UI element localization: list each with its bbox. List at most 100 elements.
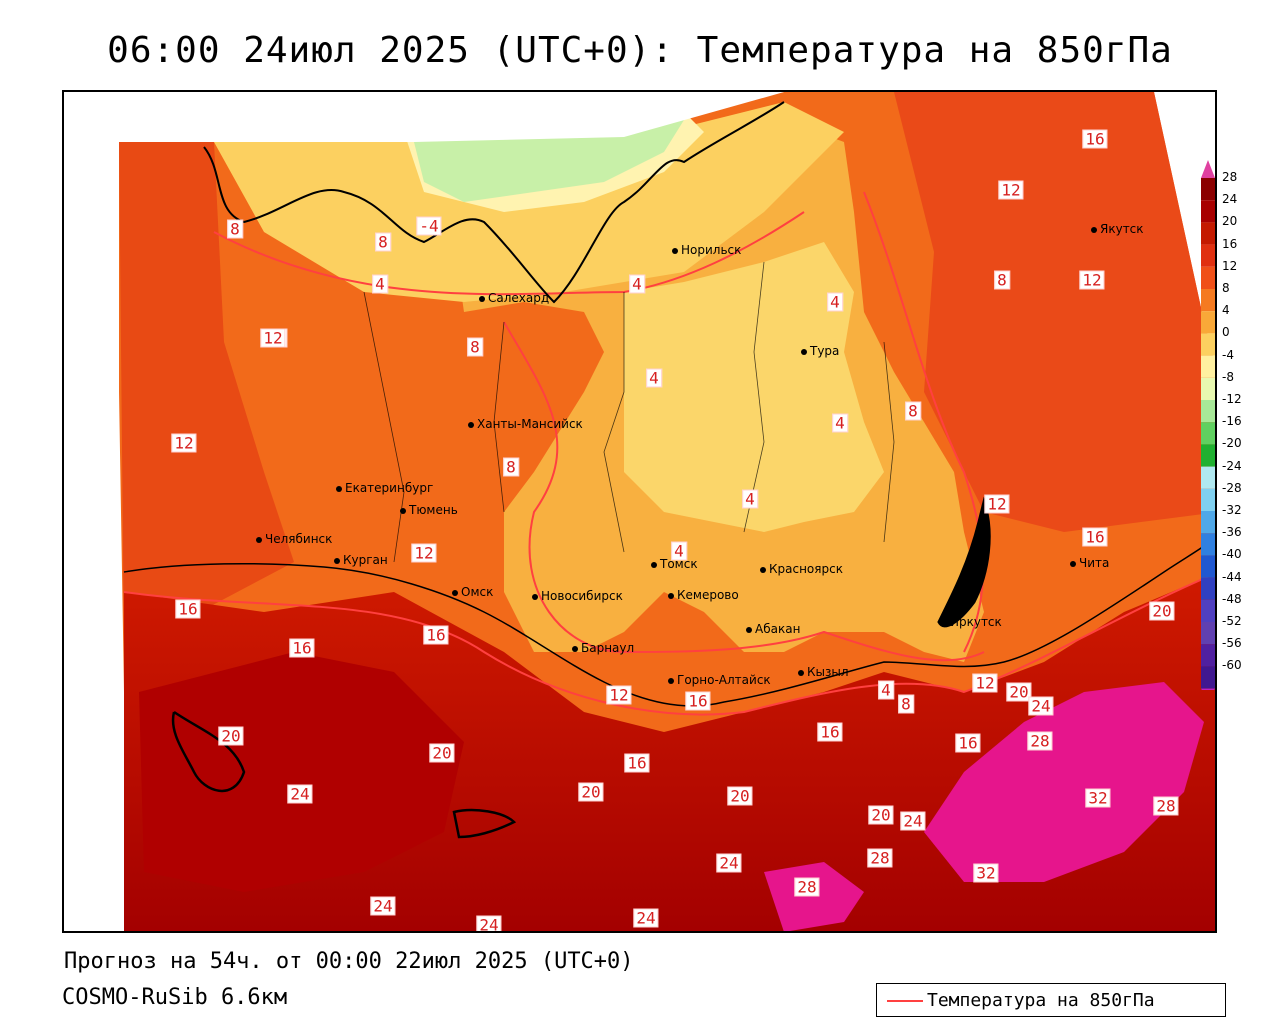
isotherm-contour-1 [213, 211, 805, 296]
isotherm-label: 4 [372, 274, 388, 294]
colorbar-cell [1201, 444, 1215, 467]
colorbar-tick-label: 20 [1222, 214, 1238, 229]
isotherm-label: 4 [742, 489, 758, 509]
city-khanty-mansiysk: Ханты-Мансийск [468, 417, 583, 431]
isotherm-label: 28 [794, 877, 820, 897]
isotherm-label: 8 [227, 219, 243, 239]
isotherm-label: 4 [671, 541, 687, 561]
isotherm-label: 16 [955, 733, 981, 753]
isotherm-label: 24 [287, 784, 313, 804]
city-label: Челябинск [265, 532, 333, 546]
colorbar-tick-label: 28 [1222, 170, 1238, 184]
isotherm-label: 12 [606, 685, 632, 705]
model-name: COSMO-RuSib 6.6км [62, 985, 288, 1010]
temperature-field [64, 92, 1215, 931]
city-label: Кызыл [807, 665, 849, 679]
isotherm-label: 20 [1149, 601, 1175, 621]
colorbar-cell [1201, 488, 1215, 511]
city-dot [400, 507, 406, 514]
city-label: Норильск [681, 243, 742, 257]
colorbar-bottom-arrow [1201, 688, 1215, 690]
city-label: Тура [810, 344, 840, 358]
city-chita: Чита [1070, 556, 1109, 570]
colorbar-cell [1201, 289, 1215, 312]
isotherm-label: 16 [817, 722, 843, 742]
legend-line-swatch [887, 1000, 923, 1002]
city-omsk: Омск [452, 585, 493, 599]
colorbar-tick-label: 12 [1222, 258, 1238, 273]
region-borders [363, 261, 895, 563]
isotherm-label: 24 [716, 853, 742, 873]
city-dot [1070, 560, 1076, 567]
isotherm-contour-4 [863, 191, 984, 653]
colorbar-tick-label: 24 [1222, 192, 1238, 207]
colorbar-tick-label: -36 [1222, 525, 1242, 540]
city-dot [801, 348, 807, 355]
city-dot [668, 677, 674, 684]
isotherm-contour-3 [123, 572, 1215, 716]
city-tura: Тура [801, 344, 839, 358]
colorbar-cell [1201, 333, 1215, 356]
city-dot [651, 561, 657, 568]
legend-label: Температура на 850гПа [927, 990, 1155, 1011]
isotherm-label: 16 [175, 599, 201, 619]
city-tyumen: Тюмень [400, 503, 458, 517]
temperature-map: 16 12 8 -4 8 4 4 8 4 12 12 8 4 12 4 8 16… [62, 90, 1217, 933]
colorbar-cell [1201, 533, 1215, 556]
isotherm-label: 20 [1006, 682, 1032, 702]
isotherm-label: 8 [994, 270, 1010, 290]
isotherm-label: 8 [375, 232, 391, 252]
city-dot [468, 421, 474, 428]
isotherm-label: 24 [633, 908, 659, 928]
city-dot [1091, 226, 1097, 233]
city-dot [746, 626, 752, 633]
city-label: Красноярск [769, 562, 843, 576]
city-dot [336, 485, 342, 492]
city-barnaul: Барнаул [572, 641, 634, 655]
west-warm-zone [119, 142, 294, 652]
kazakhstan-hot-zone [139, 652, 464, 892]
colorbar-cell [1201, 666, 1215, 689]
isotherm-label: 32 [973, 863, 999, 883]
aral-sea [452, 808, 517, 839]
isotherm-label: 4 [827, 292, 843, 312]
city-chelyabinsk: Челябинск [256, 532, 332, 546]
city-label: Горно-Алтайск [677, 673, 771, 687]
city-dot [798, 669, 804, 676]
colorbar-cell [1201, 266, 1215, 289]
colorbar-tick-label: -24 [1222, 458, 1242, 473]
isotherm-label: 8 [898, 694, 914, 714]
city-abakan: Абакан [746, 622, 800, 636]
colorbar-tick-label: -20 [1222, 436, 1242, 451]
colorbar-cell [1201, 200, 1215, 223]
city-kyzyl: Кызыл [798, 665, 849, 679]
isotherm-label: 16 [289, 638, 315, 658]
isotherm-label: 24 [476, 915, 502, 931]
colorbar-tick-label: -60 [1222, 658, 1242, 673]
colorbar-tick-label: -16 [1222, 414, 1242, 429]
legend: Температура на 850гПа [876, 983, 1226, 1017]
colorbar-cell [1201, 577, 1215, 600]
city-label: Курган [343, 553, 388, 567]
city-label: Екатеринбург [345, 481, 434, 495]
isotherm-label: 20 [578, 782, 604, 802]
forecast-info: Прогноз на 54ч. от 00:00 22июл 2025 (UTC… [64, 949, 634, 974]
coastline [203, 101, 785, 304]
city-kurgan: Курган [334, 553, 388, 567]
colorbar-tick-label: -4 [1222, 347, 1234, 362]
colorbar-cell [1201, 222, 1215, 245]
city-label: Кемерово [677, 588, 739, 602]
colorbar-tick-label: 4 [1222, 303, 1230, 318]
isotherm-label: 8 [905, 401, 921, 421]
isotherm-label: 12 [171, 433, 197, 453]
isotherm-label: 16 [1082, 527, 1108, 547]
isotherm-label: 24 [370, 896, 396, 916]
isotherm-label: 32 [1085, 788, 1111, 808]
colorbar-cell [1201, 244, 1215, 267]
colorbar-cell [1201, 178, 1215, 201]
city-dot [334, 557, 340, 564]
isotherm-label: 12 [984, 494, 1010, 514]
colorbar-cell [1201, 599, 1215, 622]
city-label: Омск [461, 585, 494, 599]
arctic-green-patch [414, 120, 684, 202]
